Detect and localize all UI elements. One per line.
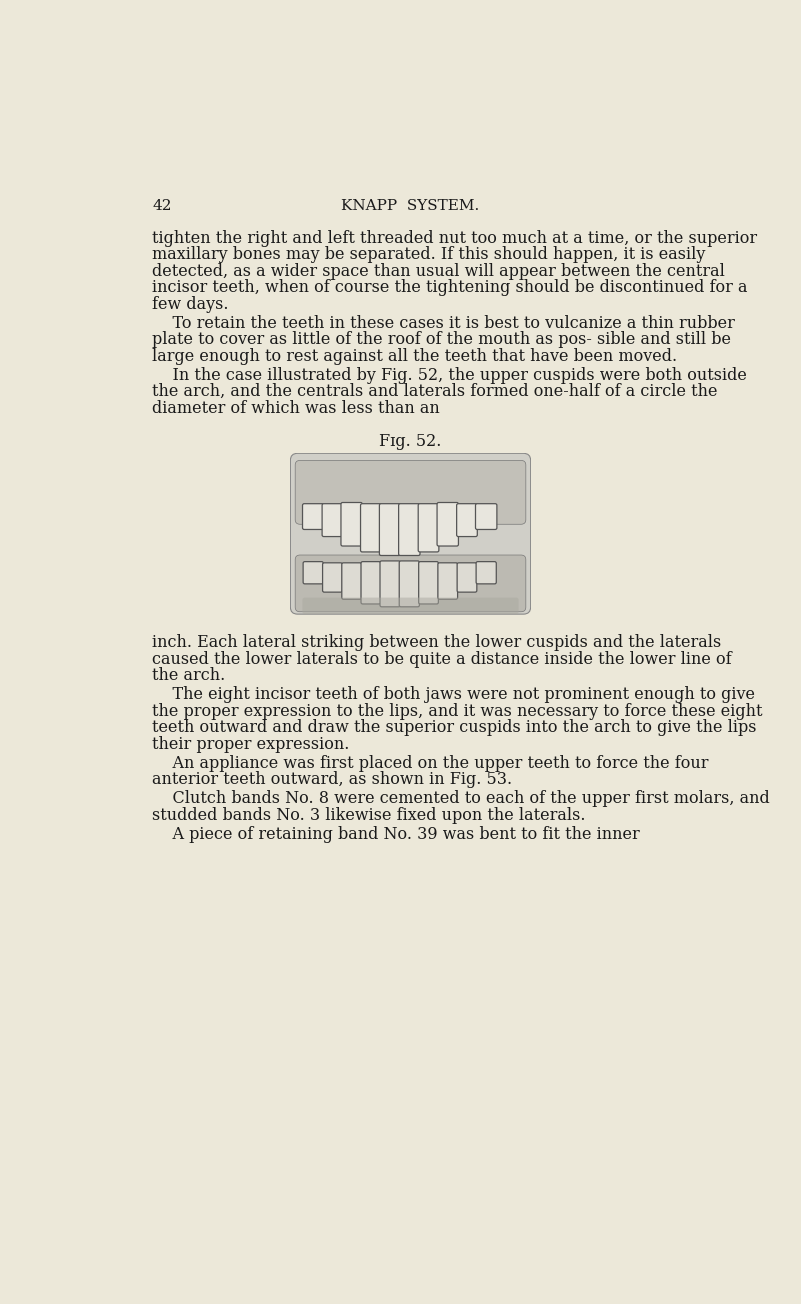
Text: the proper expression to the lips, and it was necessary to force these eight: the proper expression to the lips, and i… xyxy=(152,703,763,720)
Text: large enough to rest against all the teeth that have been moved.: large enough to rest against all the tee… xyxy=(152,348,677,365)
Text: 42: 42 xyxy=(152,198,171,213)
Text: few days.: few days. xyxy=(152,296,228,313)
Text: plate to cover as little of the roof of the mouth as pos- sible and still be: plate to cover as little of the roof of … xyxy=(152,331,731,348)
Text: KNAPP  SYSTEM.: KNAPP SYSTEM. xyxy=(341,198,480,213)
Text: In the case illustrated by Fig. 52, the upper cuspids were both outside: In the case illustrated by Fig. 52, the … xyxy=(152,366,747,383)
Text: anterior teeth outward, as shown in Fig. 53.: anterior teeth outward, as shown in Fig.… xyxy=(152,772,512,789)
Text: The eight incisor teeth of both jaws were not prominent enough to give: The eight incisor teeth of both jaws wer… xyxy=(152,686,755,703)
Text: teeth outward and draw the superior cuspids into the arch to give the lips: teeth outward and draw the superior cusp… xyxy=(152,720,757,737)
Text: An appliance was first placed on the upper teeth to force the four: An appliance was first placed on the upp… xyxy=(152,755,709,772)
Text: A piece of retaining band No. 39 was bent to fit the inner: A piece of retaining band No. 39 was ben… xyxy=(152,825,640,842)
Text: diameter of which was less than an: diameter of which was less than an xyxy=(152,400,440,417)
Text: the arch.: the arch. xyxy=(152,668,225,685)
Text: inch. Each lateral striking between the lower cuspids and the laterals: inch. Each lateral striking between the … xyxy=(152,634,721,651)
Text: Fɪg. 52.: Fɪg. 52. xyxy=(380,433,441,450)
Text: studded bands No. 3 likewise fixed upon the laterals.: studded bands No. 3 likewise fixed upon … xyxy=(152,807,586,824)
Text: their proper expression.: their proper expression. xyxy=(152,735,349,752)
Text: Clutch bands No. 8 were cemented to each of the upper first molars, and: Clutch bands No. 8 were cemented to each… xyxy=(152,790,770,807)
Text: maxillary bones may be separated. If this should happen, it is easily: maxillary bones may be separated. If thi… xyxy=(152,246,706,263)
Text: detected, as a wider space than usual will appear between the central: detected, as a wider space than usual wi… xyxy=(152,262,725,280)
Text: the arch, and the centrals and laterals formed one-half of a circle the: the arch, and the centrals and laterals … xyxy=(152,383,718,400)
Text: To retain the teeth in these cases it is best to vulcanize a thin rubber: To retain the teeth in these cases it is… xyxy=(152,314,735,331)
Text: tighten the right and left threaded nut too much at a time, or the superior: tighten the right and left threaded nut … xyxy=(152,230,757,246)
Text: incisor teeth, when of course the tightening should be discontinued for a: incisor teeth, when of course the tighte… xyxy=(152,279,747,296)
Text: caused the lower laterals to be quite a distance inside the lower line of: caused the lower laterals to be quite a … xyxy=(152,651,731,668)
